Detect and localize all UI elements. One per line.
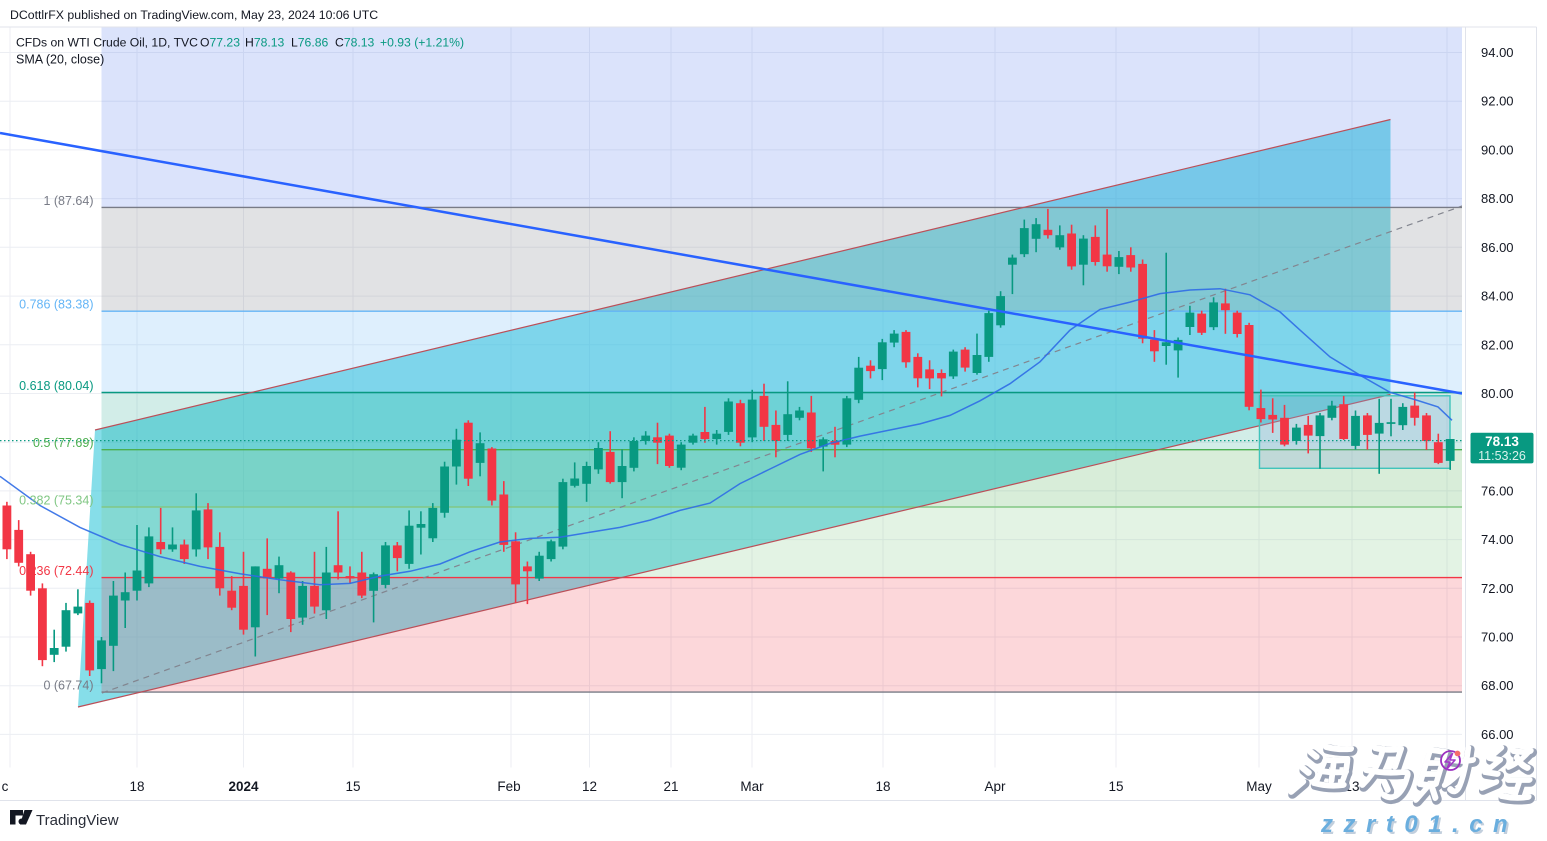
svg-text:84.00: 84.00 [1481, 289, 1514, 304]
svg-text:zzrt01.cn: zzrt01.cn [1320, 811, 1518, 836]
svg-text:May: May [1246, 779, 1272, 794]
svg-text:1 (87.64): 1 (87.64) [43, 194, 93, 208]
svg-text:74.00: 74.00 [1481, 532, 1514, 547]
svg-text:Mar: Mar [740, 779, 764, 794]
svg-text:Feb: Feb [497, 779, 520, 794]
svg-text:68.00: 68.00 [1481, 678, 1514, 693]
svg-text:86.00: 86.00 [1481, 240, 1514, 255]
svg-text:76.00: 76.00 [1481, 483, 1514, 498]
svg-text:80.00: 80.00 [1481, 386, 1514, 401]
svg-text:0.786 (83.38): 0.786 (83.38) [19, 298, 93, 312]
svg-text:88.00: 88.00 [1481, 191, 1514, 206]
svg-text:15: 15 [345, 779, 360, 794]
svg-text:21: 21 [663, 779, 678, 794]
svg-text:78.13: 78.13 [1485, 434, 1519, 449]
svg-text:66.00: 66.00 [1481, 727, 1514, 742]
svg-text:18: 18 [129, 779, 144, 794]
svg-text:82.00: 82.00 [1481, 337, 1514, 352]
svg-text:92.00: 92.00 [1481, 94, 1514, 109]
svg-text:SMA (20, close): SMA (20, close) [16, 53, 104, 67]
svg-text:18: 18 [875, 779, 890, 794]
svg-text:0.5 (77.69): 0.5 (77.69) [33, 436, 93, 450]
svg-text:72.00: 72.00 [1481, 581, 1514, 596]
svg-text:12: 12 [582, 779, 597, 794]
svg-text:TradingView: TradingView [36, 812, 119, 829]
svg-text:0.618 (80.04): 0.618 (80.04) [19, 379, 93, 393]
svg-text:94.00: 94.00 [1481, 45, 1514, 60]
svg-text:2024: 2024 [228, 779, 259, 794]
svg-text:c: c [2, 779, 9, 794]
svg-text:0.382 (75.34): 0.382 (75.34) [19, 494, 93, 508]
svg-text:90.00: 90.00 [1481, 142, 1514, 157]
svg-text:Apr: Apr [984, 779, 1006, 794]
svg-text:0 (67.74): 0 (67.74) [43, 679, 93, 693]
svg-text:DCottlrFX published on Trading: DCottlrFX published on TradingView.com, … [10, 8, 378, 22]
svg-text:11:53:26: 11:53:26 [1478, 449, 1526, 463]
svg-text:0.236 (72.44): 0.236 (72.44) [19, 564, 93, 578]
svg-text:15: 15 [1108, 779, 1123, 794]
svg-text:70.00: 70.00 [1481, 630, 1514, 645]
